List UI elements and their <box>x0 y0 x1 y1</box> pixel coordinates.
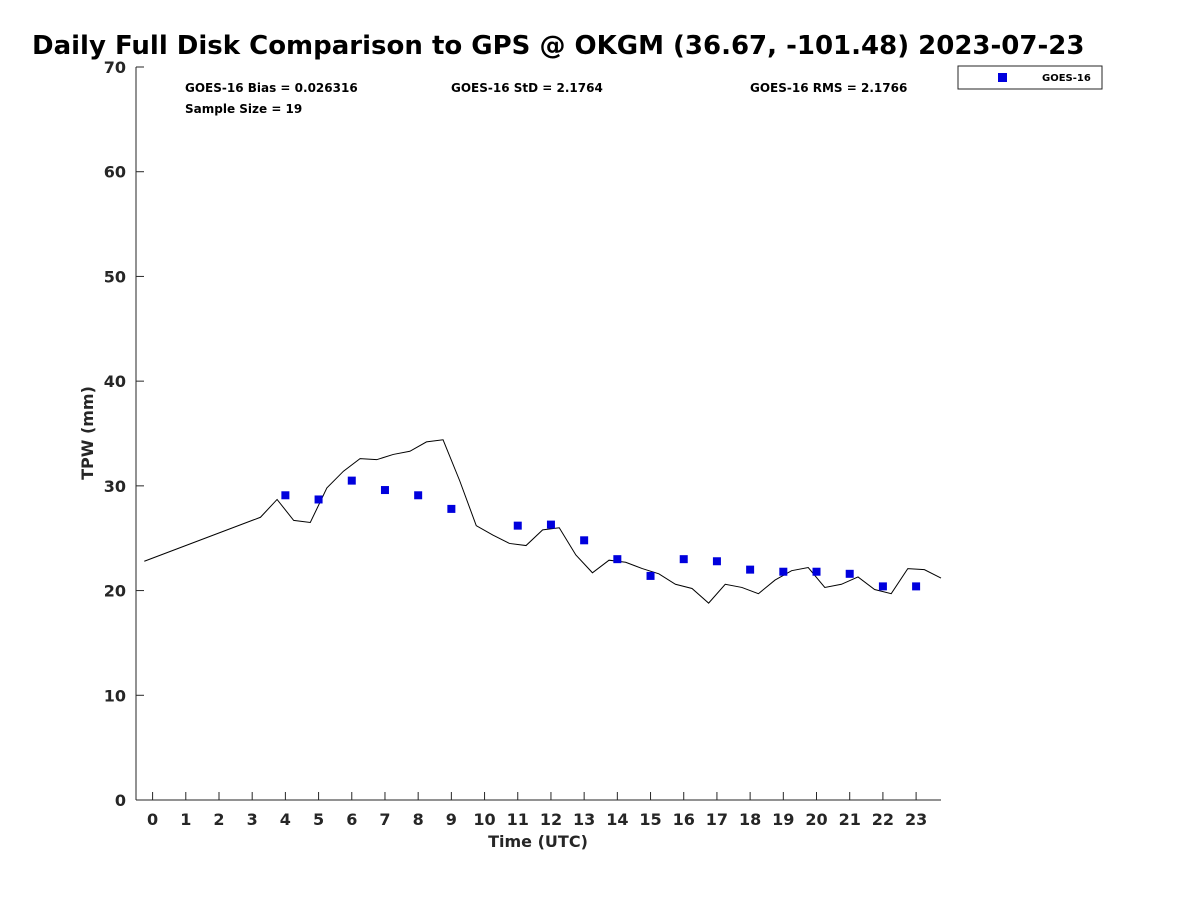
legend: GOES-16 <box>957 65 1103 90</box>
goes16-data-point <box>912 582 921 591</box>
goes16-data-point <box>679 555 688 564</box>
x-tick-label: 13 <box>573 810 595 829</box>
x-tick-label: 3 <box>247 810 258 829</box>
goes16-data-point <box>845 569 854 578</box>
x-tick-label: 17 <box>706 810 728 829</box>
std-stat: GOES-16 StD = 2.1764 <box>451 81 603 95</box>
gps-line-layer <box>144 439 942 604</box>
x-tick-label: 2 <box>213 810 224 829</box>
y-tick-label: 10 <box>104 686 126 705</box>
y-tick-label: 50 <box>104 267 126 286</box>
goes16-data-point <box>513 521 522 530</box>
sample-size-stat: Sample Size = 19 <box>185 102 302 116</box>
goes16-data-point <box>414 491 423 500</box>
goes16-data-point <box>613 555 622 564</box>
legend-box <box>957 65 1103 90</box>
gps-tpw-line <box>144 439 942 604</box>
goes16-data-point <box>347 476 356 485</box>
x-tick-label: 0 <box>147 810 158 829</box>
x-tick-label: 11 <box>507 810 529 829</box>
goes16-data-point <box>712 557 721 566</box>
goes16-data-point <box>281 491 290 500</box>
goes16-data-point <box>447 504 456 513</box>
y-axis-label: TPW (mm) <box>78 386 97 480</box>
x-tick-label: 12 <box>540 810 562 829</box>
goes16-data-point <box>812 567 821 576</box>
goes16-data-point <box>746 565 755 574</box>
y-tick-label: 0 <box>115 791 126 810</box>
x-tick-label: 1 <box>180 810 191 829</box>
x-tick-label: 21 <box>839 810 861 829</box>
plot-area <box>135 67 941 801</box>
x-tick-label: 7 <box>379 810 390 829</box>
y-tick-label: 60 <box>104 163 126 182</box>
x-tick-label: 16 <box>673 810 695 829</box>
x-tick-label: 14 <box>606 810 628 829</box>
x-axis-label: Time (UTC) <box>488 832 588 851</box>
goes16-data-point <box>580 536 589 545</box>
x-tick-label: 15 <box>639 810 661 829</box>
goes16-points-layer <box>281 476 921 591</box>
y-ticks: 0 10 20 30 40 50 60 70 <box>104 58 144 810</box>
x-tick-label: 8 <box>413 810 424 829</box>
goes16-data-point <box>779 567 788 576</box>
y-tick-label: 70 <box>104 58 126 77</box>
x-ticks: 0 1 2 3 4 5 6 7 8 9 10 11 12 13 14 15 16 17 18 19 20 21 22 23 <box>147 792 927 829</box>
legend-label-goes16: GOES-16 <box>1042 73 1091 84</box>
y-tick-label: 40 <box>104 372 126 391</box>
x-tick-label: 19 <box>772 810 794 829</box>
goes16-data-point <box>314 495 323 504</box>
goes16-data-point <box>878 582 887 591</box>
x-tick-label: 5 <box>313 810 324 829</box>
x-tick-label: 6 <box>346 810 357 829</box>
x-tick-label: 22 <box>872 810 894 829</box>
x-tick-label: 18 <box>739 810 761 829</box>
bias-stat: GOES-16 Bias = 0.026316 <box>185 81 358 95</box>
legend-marker-goes16 <box>998 73 1007 82</box>
x-tick-label: 20 <box>805 810 827 829</box>
goes16-data-point <box>646 571 655 580</box>
chart-title: Daily Full Disk Comparison to GPS @ OKGM… <box>32 31 1084 61</box>
rms-stat: GOES-16 RMS = 2.1766 <box>750 81 907 95</box>
goes16-data-point <box>380 486 389 495</box>
x-tick-label: 4 <box>280 810 291 829</box>
x-tick-label: 9 <box>446 810 457 829</box>
y-tick-label: 20 <box>104 582 126 601</box>
x-tick-label: 23 <box>905 810 927 829</box>
goes16-data-point <box>546 520 555 529</box>
x-tick-label: 10 <box>473 810 495 829</box>
y-tick-label: 30 <box>104 477 126 496</box>
